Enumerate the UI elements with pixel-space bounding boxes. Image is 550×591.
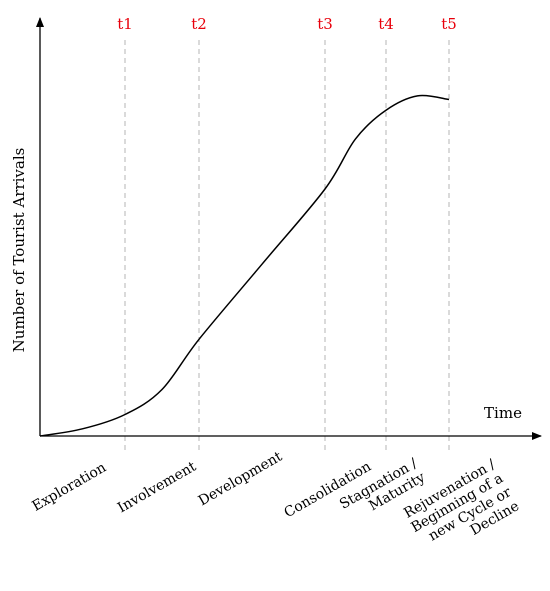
time-marker-t5: t5 <box>441 15 457 33</box>
stage-label-line: Development <box>196 448 286 509</box>
stage-label-line: Involvement <box>115 458 199 516</box>
time-marker-t4: t4 <box>378 15 394 33</box>
x-axis-label: Time <box>484 404 522 422</box>
time-markers: t1 t2 t3 t4 t5 <box>117 15 457 33</box>
stage-label-line: Exploration <box>29 460 109 515</box>
time-marker-t3: t3 <box>317 15 333 33</box>
arrivals-curve <box>39 94 450 437</box>
stage-label-1: Exploration <box>29 460 109 515</box>
time-marker-t2: t2 <box>191 15 207 33</box>
y-axis-label: Number of Tourist Arrivals <box>10 148 28 353</box>
time-guide-lines <box>124 40 450 452</box>
stage-labels: Exploration InvolvementDevelopmentConsoli… <box>29 448 522 544</box>
time-marker-t1: t1 <box>117 15 133 33</box>
stage-label-3: Development <box>196 448 286 509</box>
stage-label-2: Involvement <box>115 458 199 516</box>
